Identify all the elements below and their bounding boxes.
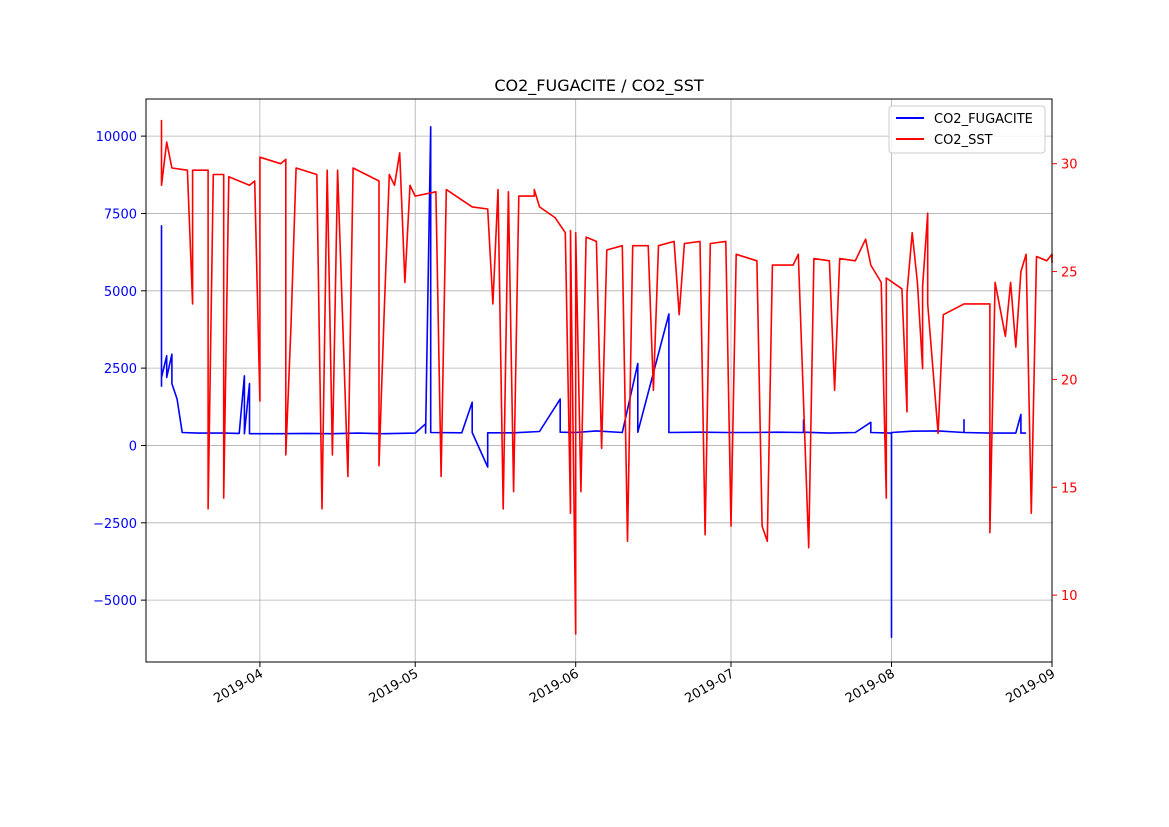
grid-layer (146, 99, 1053, 662)
right-y-tick-label: 15 (1061, 481, 1078, 496)
legend: CO2_FUGACITE CO2_SST (888, 105, 1046, 154)
legend-label: CO2_FUGACITE (934, 112, 1033, 127)
left-y-tick-label: 10000 (96, 130, 137, 145)
x-tick-label: 2019-05 (367, 666, 422, 706)
legend-box (888, 105, 1046, 154)
chart-title: CO2_FUGACITE / CO2_SST (494, 76, 704, 96)
left-y-tick-label: 7500 (104, 207, 137, 222)
right-y-tick-label: 10 (1061, 589, 1078, 604)
right-y-tick-label: 25 (1061, 266, 1078, 281)
series-layer (160, 119, 1053, 639)
x-axis: 2019-04 2019-05 2019-06 2019-07 2019-08 2019-… (211, 662, 1058, 707)
left-y-tick-label: 0 (129, 439, 137, 454)
x-tick-label: 2019-07 (682, 666, 737, 706)
x-tick-label: 2019-06 (527, 666, 582, 706)
left-y-tick-label: 5000 (104, 285, 137, 300)
series-line-co2-fugacite (160, 126, 1027, 639)
left-y-tick-label: 2500 (104, 362, 137, 377)
x-tick-label: 2019-04 (211, 666, 266, 706)
plot-frame (145, 98, 1053, 663)
right-y-axis: 30 25 20 15 10 (1052, 158, 1078, 604)
series-line-co2-sst (160, 119, 1053, 635)
left-y-tick-label: −2500 (93, 517, 137, 532)
x-tick-label: 2019-09 (1003, 666, 1058, 706)
left-y-axis: 10000 7500 5000 2500 0 −2500 −5000 (93, 130, 146, 609)
left-y-tick-label: −5000 (93, 594, 137, 609)
legend-label: CO2_SST (934, 133, 993, 148)
right-y-tick-label: 30 (1061, 158, 1078, 173)
x-tick-label: 2019-08 (843, 666, 898, 706)
right-y-tick-label: 20 (1061, 373, 1078, 388)
